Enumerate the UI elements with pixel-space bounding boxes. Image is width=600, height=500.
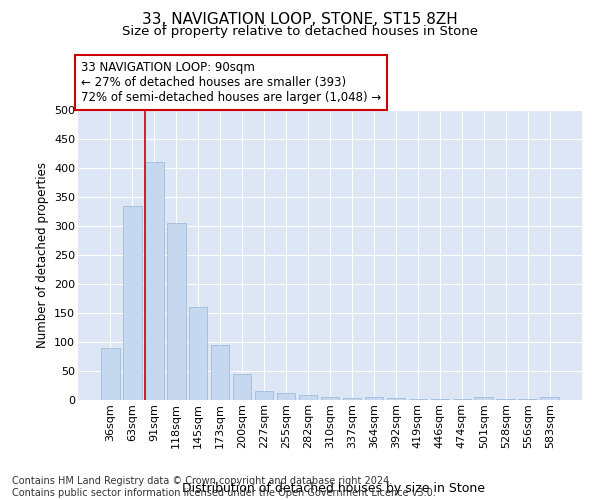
Bar <box>255 390 274 400</box>
Bar <box>123 206 142 400</box>
Text: Contains HM Land Registry data © Crown copyright and database right 2024.
Contai: Contains HM Land Registry data © Crown c… <box>12 476 436 498</box>
Bar <box>233 374 251 400</box>
Text: Size of property relative to detached houses in Stone: Size of property relative to detached ho… <box>122 25 478 38</box>
Bar <box>277 393 295 400</box>
Bar <box>431 399 449 400</box>
Bar <box>541 397 559 400</box>
Y-axis label: Number of detached properties: Number of detached properties <box>35 162 49 348</box>
Text: 33 NAVIGATION LOOP: 90sqm
← 27% of detached houses are smaller (393)
72% of semi: 33 NAVIGATION LOOP: 90sqm ← 27% of detac… <box>80 61 381 104</box>
Bar <box>475 397 493 400</box>
Bar <box>320 397 340 400</box>
Bar <box>299 395 317 400</box>
Bar <box>167 223 185 400</box>
Bar <box>365 397 383 400</box>
Text: 33, NAVIGATION LOOP, STONE, ST15 8ZH: 33, NAVIGATION LOOP, STONE, ST15 8ZH <box>142 12 458 28</box>
Bar <box>145 162 164 400</box>
Bar <box>189 307 208 400</box>
Bar <box>386 398 405 400</box>
Bar <box>211 345 229 400</box>
Text: Distribution of detached houses by size in Stone: Distribution of detached houses by size … <box>182 482 485 495</box>
Bar <box>343 398 361 400</box>
Bar <box>101 348 119 400</box>
Bar <box>409 399 427 400</box>
